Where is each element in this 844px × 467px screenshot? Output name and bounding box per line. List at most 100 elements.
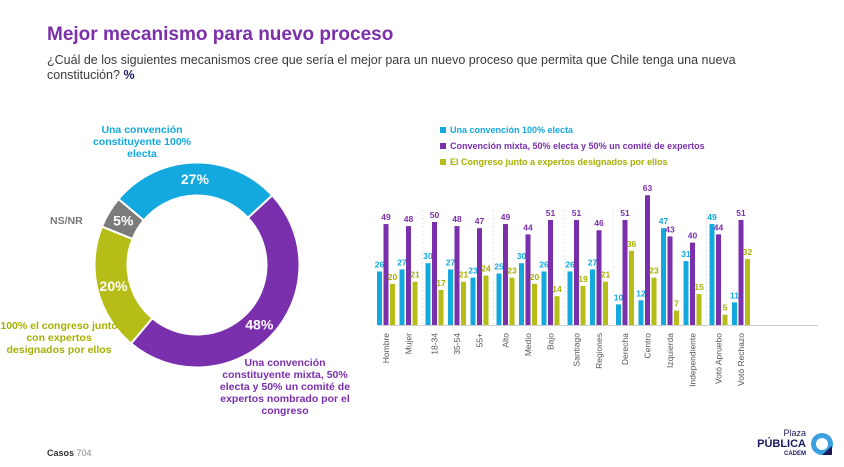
bar-mixta-izquierda <box>667 236 673 325</box>
donut-label-nsnr: NS/NR <box>50 215 83 227</box>
bar-value-congreso: 23 <box>507 266 517 276</box>
bar-value-congreso: 32 <box>743 247 753 257</box>
bar-value-mixta: 51 <box>736 208 746 218</box>
subtitle-unit: % <box>123 68 135 82</box>
bar-value-congreso: 24 <box>481 264 491 274</box>
x-tick-label: Votó Apruebo <box>714 333 724 384</box>
legend-label-congreso: El Congreso junto a expertos designados … <box>450 157 668 167</box>
bar-value-electa: 30 <box>517 251 527 261</box>
bar-mixta-18-34 <box>432 222 437 325</box>
bar-congreso-35-54 <box>461 281 466 325</box>
logo-line-2: PÚBLICA <box>757 438 806 450</box>
casos-footer: Casos 704 <box>47 448 92 458</box>
bar-value-mixta: 43 <box>665 224 675 234</box>
bar-value-mixta: 40 <box>688 231 698 241</box>
donut-label-congreso: 100% el congreso junto con expertos desi… <box>0 320 118 356</box>
bar-congreso-hombre <box>390 283 395 325</box>
donut-slice-electa <box>117 161 274 222</box>
legend-item-mixta: Convención mixta, 50% electa y 50% un co… <box>440 138 705 154</box>
x-tick-label: Mujer <box>404 333 414 354</box>
bar-congreso-izquierda <box>674 310 679 325</box>
donut-value-nsnr: 5% <box>113 213 134 229</box>
bar-electa-izquierda <box>661 228 666 325</box>
bar-value-mixta: 48 <box>404 214 414 224</box>
bar-mixta-35-54 <box>454 226 460 325</box>
bar-value-mixta: 50 <box>430 210 440 220</box>
bar-value-electa: 10 <box>614 292 624 302</box>
donut-label-electa: Una convención constituyente 100% electa <box>92 124 192 160</box>
bar-value-electa: 25 <box>494 262 504 272</box>
bar-electa-35-54 <box>448 269 453 325</box>
casos-label: Casos <box>47 448 75 458</box>
bar-electa-hombre <box>377 271 382 325</box>
bar-value-mixta: 51 <box>546 208 556 218</box>
x-tick-label: Hombre <box>381 333 391 364</box>
x-tick-label: Votó Rechazo <box>736 333 746 386</box>
bar-value-electa: 12 <box>636 288 646 298</box>
bar-mixta-bajo <box>548 219 553 325</box>
bar-congreso-55+ <box>483 275 489 325</box>
bar-electa-alto <box>496 273 502 325</box>
x-tick-label: Bajo <box>546 333 556 350</box>
legend-label-electa: Una convención 100% electa <box>450 125 574 135</box>
bar-value-electa: 49 <box>707 212 717 222</box>
bar-value-electa: 27 <box>446 257 456 267</box>
x-tick-label: Centro <box>643 333 653 359</box>
bar-value-congreso: 21 <box>601 270 611 280</box>
casos-value: 704 <box>76 448 92 458</box>
logo-icon <box>811 433 833 455</box>
bar-value-electa: 27 <box>397 257 407 267</box>
bar-electa-votó-apruebo <box>709 224 715 325</box>
bar-value-mixta: 47 <box>475 216 485 226</box>
bar-value-mixta: 46 <box>594 218 604 228</box>
bar-value-mixta: 49 <box>501 212 511 222</box>
x-tick-label: 18-34 <box>430 333 440 355</box>
bar-congreso-bajo <box>554 296 560 325</box>
legend-swatch-electa <box>440 127 446 133</box>
x-tick-label: 35-54 <box>452 333 462 355</box>
x-tick-label: Regiones <box>594 333 604 369</box>
bar-mixta-derecha <box>622 219 628 325</box>
plaza-publica-logo: Plaza PÚBLICA CADEM <box>736 428 836 460</box>
bar-value-congreso: 21 <box>459 270 469 280</box>
donut-value-electa: 27% <box>181 171 210 187</box>
bar-electa-centro <box>638 300 644 325</box>
bar-value-electa: 47 <box>659 216 669 226</box>
bar-congreso-centro <box>651 277 657 325</box>
bar-electa-independiente <box>683 261 689 325</box>
x-tick-label: Independiente <box>688 333 698 387</box>
bar-value-congreso: 17 <box>436 278 446 288</box>
bar-value-mixta: 51 <box>572 208 582 218</box>
bar-mixta-medio <box>525 234 531 325</box>
x-tick-label: Izquierda <box>665 333 675 368</box>
bar-electa-derecha <box>616 304 621 325</box>
page-title: Mejor mecanismo para nuevo proceso <box>47 24 394 45</box>
bar-value-mixta: 63 <box>643 183 653 193</box>
bar-mixta-votó-apruebo <box>716 234 721 325</box>
bar-mixta-centro <box>645 195 650 325</box>
bar-value-electa: 23 <box>468 266 478 276</box>
donut-label-mixta: Una convención constituyente mixta, 50% … <box>219 357 351 417</box>
bar-value-mixta: 44 <box>523 222 533 232</box>
donut-slice-mixta <box>129 193 301 369</box>
bar-value-electa: 11 <box>730 290 739 300</box>
bar-congreso-independiente <box>696 294 702 325</box>
bar-mixta-hombre <box>383 224 389 325</box>
bar-value-electa: 31 <box>681 249 691 259</box>
bar-congreso-medio <box>532 283 537 325</box>
bar-mixta-votó-rechazo <box>738 219 744 325</box>
bar-mixta-santiago <box>574 219 579 325</box>
bar-value-congreso: 21 <box>410 270 420 280</box>
bar-value-electa: 27 <box>588 257 598 267</box>
bar-mixta-regiones <box>596 230 602 325</box>
bar-value-congreso: 23 <box>649 266 659 276</box>
bar-electa-medio <box>519 263 524 325</box>
bar-mixta-55+ <box>477 228 482 325</box>
legend-item-congreso: El Congreso junto a expertos designados … <box>440 154 705 170</box>
bar-electa-55+ <box>470 277 476 325</box>
bar-value-mixta: 44 <box>714 222 724 232</box>
bar-value-electa: 26 <box>539 259 549 269</box>
bar-value-congreso: 14 <box>552 284 562 294</box>
bar-electa-santiago <box>567 271 573 325</box>
bar-electa-18-34 <box>425 263 431 325</box>
